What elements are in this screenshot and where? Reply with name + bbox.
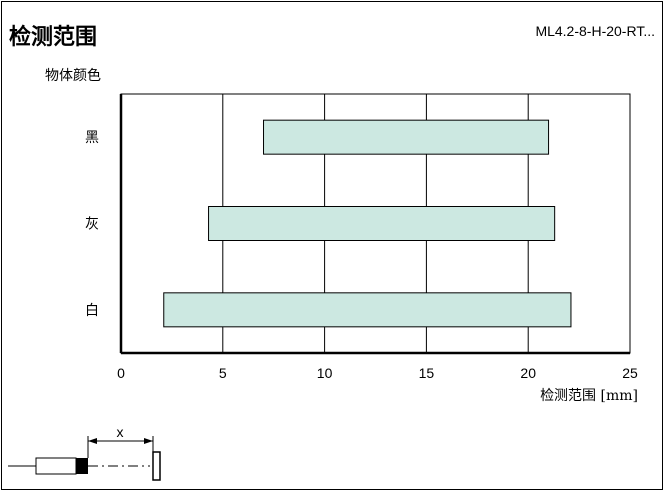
sensor-diagram: x bbox=[8, 424, 161, 481]
target-object bbox=[152, 451, 161, 481]
range-bar bbox=[163, 292, 572, 328]
sensor-body bbox=[35, 457, 77, 475]
x-tick-label: 10 bbox=[317, 365, 333, 381]
range-bar bbox=[208, 206, 556, 241]
category-label: 灰 bbox=[85, 217, 99, 233]
category-label: 白 bbox=[85, 303, 99, 319]
dim-arrow-left bbox=[88, 438, 97, 444]
dimension-label: x bbox=[117, 424, 124, 440]
x-axis-title: 检测范围 [mm] bbox=[540, 387, 638, 404]
page-title: 检测范围 bbox=[9, 24, 98, 50]
category-label: 黑 bbox=[85, 130, 99, 146]
y-axis-title: 物体颜色 bbox=[45, 67, 101, 84]
x-tick-label: 15 bbox=[419, 365, 435, 381]
x-tick-label: 25 bbox=[622, 365, 638, 381]
dim-arrow-right bbox=[144, 438, 153, 444]
sensor-head bbox=[76, 458, 88, 474]
range-bar bbox=[263, 119, 550, 155]
x-tick-label: 5 bbox=[219, 365, 227, 381]
x-tick-label: 0 bbox=[117, 365, 125, 381]
model-number: ML4.2-8-H-20-RT... bbox=[535, 23, 655, 39]
x-tick-label: 20 bbox=[520, 365, 536, 381]
